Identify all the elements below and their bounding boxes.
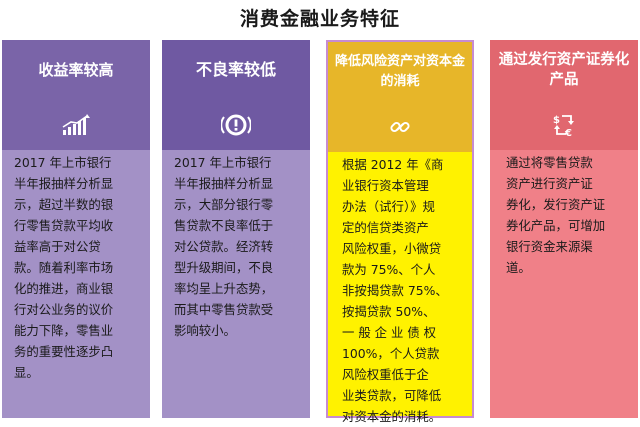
card-text: 2017 年上市银行 半年报抽样分析显 示，超过半数的银 行零售贷款平均收 益率… <box>14 155 114 380</box>
card-icon-band: $ € <box>490 100 638 150</box>
currency-exchange-icon: $ € <box>553 115 574 138</box>
card-icon-band <box>328 102 472 152</box>
svg-text:€: € <box>564 128 572 138</box>
card-heading: 不良率较低 <box>162 40 310 100</box>
page-title: 消费金融业务特征 <box>239 8 400 30</box>
card-low-npl: 不良率较低 2017 年上市银行 半年报抽样分析显 示，大部分银行零 售贷款不良… <box>162 40 310 418</box>
warning-circle-icon <box>221 114 251 136</box>
card-high-yield: 收益率较高 2017 年上市银行 半年报抽样分析显 示，超过半数的银 行零售贷款… <box>2 40 150 418</box>
card-asset-securitization: 通过发行资产证券化产品 $ € 通过将零售贷款 资产进行资产证 券化，发行资产证… <box>490 40 638 418</box>
card-icon-band <box>162 100 310 150</box>
card-text: 通过将零售贷款 资产进行资产证 券化，发行资产证 券化产品，可增加 银行资金来源… <box>506 155 606 275</box>
card-heading: 降低风险资产对资本金的消耗 <box>328 42 472 102</box>
growth-chart-icon <box>62 114 90 135</box>
card-text: 根据 2012 年《商 业银行资本管理 办法（试行）》规 定的信贷类资产 风险权… <box>342 157 448 424</box>
card-icon-band <box>2 100 150 150</box>
svg-text:$: $ <box>553 115 560 126</box>
card-heading: 通过发行资产证券化产品 <box>490 40 638 100</box>
card-capital-consumption: 降低风险资产对资本金的消耗 根据 2012 年《商 业银行资本管理 办法（试行）… <box>326 40 474 424</box>
link-icon <box>390 121 410 133</box>
card-text: 2017 年上市银行 半年报抽样分析显 示，大部分银行零 售贷款不良率低于 对公… <box>174 155 274 338</box>
card-heading: 收益率较高 <box>2 40 150 100</box>
